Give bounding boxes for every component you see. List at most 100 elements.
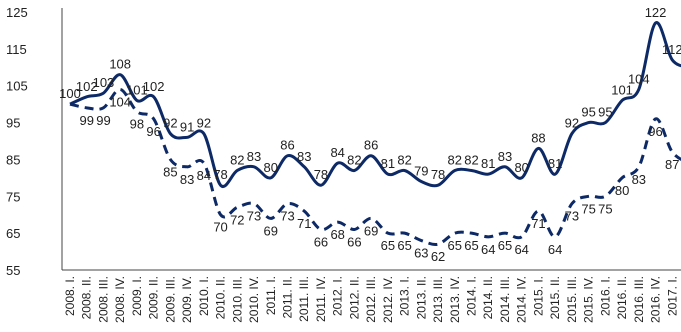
x-tick-label: 2013. III. xyxy=(431,276,445,323)
data-label: 65 xyxy=(448,238,462,253)
data-label: 95 xyxy=(598,105,612,120)
data-label: 81 xyxy=(481,156,495,171)
series-line-solid xyxy=(69,21,681,188)
data-label: 96 xyxy=(146,124,160,139)
data-label: 112 xyxy=(662,42,681,57)
data-label: 84 xyxy=(330,145,344,160)
data-label: 81 xyxy=(548,156,562,171)
x-tick-label: 2012. II. xyxy=(347,276,361,319)
data-label: 69 xyxy=(264,223,278,238)
data-label: 98 xyxy=(130,117,144,132)
data-label: 92 xyxy=(163,116,177,131)
data-label: 64 xyxy=(548,242,562,257)
x-tick-label: 2011. II. xyxy=(280,276,294,318)
x-tick-label: 2011. III. xyxy=(297,276,311,322)
data-label: 92 xyxy=(197,116,211,131)
x-tick-label: 2016. III. xyxy=(632,276,646,323)
data-label: 82 xyxy=(347,152,361,167)
x-tick-label: 2008. IV. xyxy=(113,276,127,323)
data-label: 95 xyxy=(581,105,595,120)
data-label: 83 xyxy=(180,172,194,187)
data-label: 78 xyxy=(431,167,445,182)
data-label: 103 xyxy=(93,75,115,90)
data-label: 80 xyxy=(615,183,629,198)
data-label: 72 xyxy=(230,212,244,227)
y-tick-label: 125 xyxy=(6,5,28,20)
data-label: 104 xyxy=(628,71,650,86)
x-tick-label: 2011. IV. xyxy=(314,276,328,322)
data-label: 104 xyxy=(109,94,131,109)
data-label: 81 xyxy=(381,156,395,171)
data-label: 66 xyxy=(347,234,361,249)
data-label: 88 xyxy=(531,130,545,145)
x-tick-label: 2017. I. xyxy=(665,276,679,316)
x-tick-label: 2015. II. xyxy=(548,276,562,319)
data-label: 108 xyxy=(109,57,131,72)
x-tick-label: 2010. IV. xyxy=(247,276,261,323)
data-label: 78 xyxy=(314,167,328,182)
x-tick-label: 2011. I. xyxy=(264,276,278,315)
data-label: 82 xyxy=(397,152,411,167)
data-label: 70 xyxy=(213,220,227,235)
x-tick-label: 2016. IV. xyxy=(649,276,663,323)
y-tick-label: 105 xyxy=(6,79,28,94)
data-label: 83 xyxy=(632,172,646,187)
data-label: 65 xyxy=(397,238,411,253)
x-tick-label: 2008. I. xyxy=(63,276,77,316)
data-label: 122 xyxy=(645,5,667,20)
data-label: 73 xyxy=(565,209,579,224)
data-label: 73 xyxy=(247,209,261,224)
y-tick-label: 95 xyxy=(6,116,20,131)
plot-area xyxy=(69,21,681,246)
data-label: 65 xyxy=(381,238,395,253)
x-tick-label: 2013. I. xyxy=(398,276,412,316)
x-tick-label: 2012. IV. xyxy=(381,276,395,323)
x-tick-label: 2015. IV. xyxy=(582,276,596,323)
data-label: 73 xyxy=(280,209,294,224)
x-tick-label: 2010. I. xyxy=(197,276,211,316)
data-label: 65 xyxy=(464,238,478,253)
data-label: 86 xyxy=(280,138,294,153)
data-label: 82 xyxy=(448,152,462,167)
x-tick-label: 2015. I. xyxy=(531,276,545,316)
x-axis: 2008. I. 2008. II. 2008. III. 2008. IV. 2009… xyxy=(62,269,681,323)
data-label: 92 xyxy=(565,116,579,131)
x-tick-label: 2013. II. xyxy=(414,276,428,319)
data-label: 79 xyxy=(414,164,428,179)
data-label: 71 xyxy=(297,216,311,231)
x-tick-label: 2014. II. xyxy=(481,276,495,319)
data-label: 102 xyxy=(143,79,165,94)
data-label: 101 xyxy=(611,82,633,97)
data-label: 65 xyxy=(498,238,512,253)
data-label: 102 xyxy=(76,79,98,94)
y-tick-label: 55 xyxy=(6,263,20,278)
data-label: 68 xyxy=(330,227,344,242)
data-label: 86 xyxy=(364,138,378,153)
data-label: 101 xyxy=(126,82,148,97)
x-tick-label: 2012. III. xyxy=(364,276,378,323)
x-tick-label: 2009. I. xyxy=(130,276,144,316)
data-label: 80 xyxy=(514,160,528,175)
x-tick-label: 2008. III. xyxy=(96,276,110,323)
series-line-dashed xyxy=(69,87,681,246)
x-tick-label: 2014. I. xyxy=(465,276,479,316)
y-axis: 55 65 75 85 95 105 115 125 xyxy=(6,5,63,278)
data-label: 83 xyxy=(498,149,512,164)
data-label: 85 xyxy=(163,164,177,179)
data-label: 69 xyxy=(364,223,378,238)
data-label: 75 xyxy=(581,201,595,216)
y-tick-label: 75 xyxy=(6,189,20,204)
data-label: 66 xyxy=(314,234,328,249)
x-tick-label: 2008. II. xyxy=(80,276,94,319)
x-tick-label: 2013. IV. xyxy=(448,276,462,323)
data-label: 87 xyxy=(665,157,679,172)
x-tick-label: 2014. IV. xyxy=(515,276,529,323)
x-tick-label: 2009. III. xyxy=(163,276,177,323)
data-label: 82 xyxy=(230,152,244,167)
x-tick-label: 2010. III. xyxy=(230,276,244,323)
x-tick-label: 2012. I. xyxy=(331,276,345,316)
y-tick-label: 65 xyxy=(6,226,20,241)
x-tick-label: 2015. III. xyxy=(565,276,579,323)
data-label: 82 xyxy=(464,152,478,167)
